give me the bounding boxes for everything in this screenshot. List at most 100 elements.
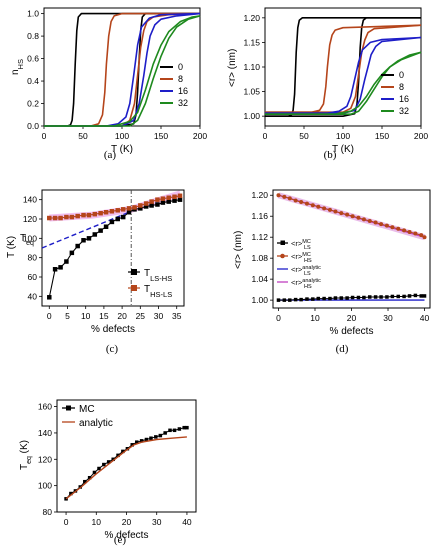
x-axis-label-c: % defects [91,324,135,335]
series-marker-c-0 [115,216,120,222]
x-tick-label-a: 100 [115,131,129,141]
panel-b: 0 50 100 150 200 1.00 1.05 1.10 1.15 1.20 T (K) <r>… [227,7,428,161]
mc-hs-marker-d [293,198,298,203]
mc-hs-marker-d [327,207,332,212]
legend-marker-d [280,253,285,259]
x-tick-label-a: 50 [78,131,88,141]
series-marker-c-0 [120,214,126,220]
x-axis-label-d: % defects [330,326,374,337]
series-marker-c-0 [86,236,92,241]
y-tick-label-e: 120 [38,454,52,464]
legend-marker-c [131,269,137,275]
legend-label-d: <r>analytic [291,265,321,274]
legend-label-sub-d: HS [304,284,312,290]
mc-ls-marker-d [282,298,287,302]
y-axis-label-b: <r> (nm) [227,49,238,87]
mc-ls-marker-d [413,293,418,298]
series-line-b-1 [265,16,421,117]
y-tick-label-b: 1.05 [243,87,260,97]
series-marker-c-1 [81,212,86,218]
series-marker-c-1 [138,203,143,208]
mc-marker-e [102,462,106,467]
x-tick-label-d: 0 [276,313,281,323]
x-tick-label-e: 40 [182,517,192,527]
mc-marker-e [130,443,134,447]
series-marker-c-1 [92,211,98,217]
series-marker-c-0 [75,243,80,249]
series-marker-c-0 [149,203,154,208]
mc-marker-e [144,437,149,442]
series-marker-c-0 [69,250,75,256]
series-marker-c-1 [115,208,120,213]
x-tick-label-c: 25 [136,311,146,321]
series-marker-c-1 [166,195,171,200]
series-marker-c-0 [160,200,166,205]
mc-ls-marker-d [402,294,406,299]
y-tick-label-b: 1.00 [243,111,260,121]
legend-label-b: 8 [399,82,404,92]
series-line-a-3 [44,12,201,127]
mc-ls-marker-d [419,294,423,298]
y-tick-label-a: 0.8 [27,31,39,41]
panel-d-caption: (d) [336,343,349,355]
y-tick-label-b: 1.15 [243,37,260,47]
mc-hs-marker-d [356,215,361,220]
mc-marker-e [177,427,182,431]
mc-hs-marker-d [350,214,355,219]
mc-hs-marker-d [402,228,407,233]
mc-ls-marker-d [288,298,292,302]
mc-ls-marker-d [316,296,321,301]
series-marker-c-0 [155,202,160,207]
x-tick-label-b: 0 [263,131,268,141]
series-line-b-4 [265,36,422,114]
legend-marker-c [131,285,137,291]
series-marker-c-0 [98,228,103,233]
y-tick-label-d: 1.00 [251,295,268,305]
mc-hs-marker-d [379,222,384,227]
mc-ls-marker-d [276,298,281,302]
mc-marker-e [182,425,186,430]
series-line-b-2 [265,24,422,113]
mc-marker-e [106,460,111,464]
mc-hs-marker-d [407,229,412,234]
x-tick-label-e: 20 [122,517,132,527]
legend-label-d: <r>MC [291,239,311,248]
mc-ls-marker-d [385,295,389,299]
mc-marker-e [163,431,167,435]
x-tick-label-d: 40 [420,313,430,323]
series-marker-c-1 [86,212,92,218]
series-marker-c-0 [109,219,115,225]
series-marker-c-1 [172,194,177,200]
mc-marker-e [172,428,177,433]
x-tick-label-c: 15 [99,311,109,321]
series-marker-c-1 [64,214,69,220]
legend-label-a: 16 [178,86,188,96]
x-axis-label-a: T (K) [111,144,133,155]
series-marker-c-1 [120,207,126,212]
series-line-b-5 [265,36,422,114]
mc-ls-marker-d [362,295,366,300]
series-line-a-2 [44,12,200,127]
mc-marker-e [149,436,153,440]
series-line-a-5 [44,12,201,127]
mc-marker-e [97,466,101,471]
series-marker-c-0 [166,199,171,204]
y-tick-label-a: 0.6 [27,54,39,64]
series-marker-c-0 [143,204,149,209]
y-tick-label-e: 140 [38,428,52,438]
y-axis-label-a: nHS [10,59,25,75]
y-tick-label-e: 100 [38,481,52,491]
mc-ls-marker-d [356,295,361,300]
series-line-b-0 [265,16,421,117]
mc-ls-marker-d [390,294,395,299]
y-tick-label-c: 140 [23,195,37,205]
mc-marker-e [111,457,115,462]
series-marker-c-0 [92,232,98,237]
mc-ls-marker-d [305,297,309,301]
series-marker-c-0 [103,224,109,229]
mc-hs-marker-d [287,196,292,201]
mc-hs-marker-d [390,225,395,230]
mc-ls-marker-d [368,295,372,299]
